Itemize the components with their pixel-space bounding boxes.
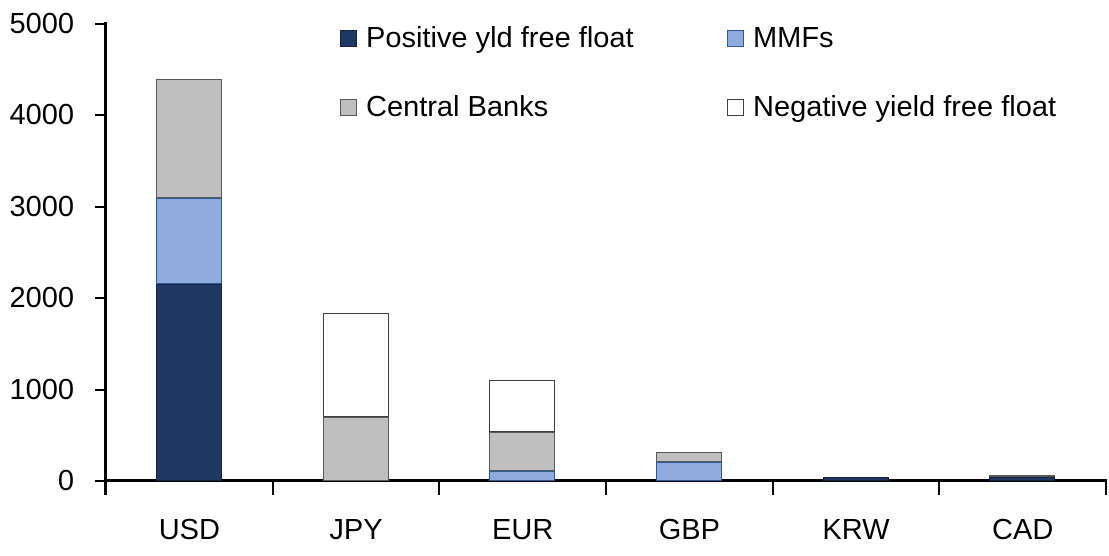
bar-segment-mmfs-eur <box>489 470 556 481</box>
legend-swatch-negative-yield-free-float <box>727 98 744 116</box>
bar-segment-central-banks-usd <box>156 78 222 198</box>
x-axis-tick <box>1105 479 1107 495</box>
bar-segment-mmfs-gbp <box>656 461 722 481</box>
bar-segment-negative-yield-free-float-jpy <box>322 312 389 417</box>
legend-swatch-mmfs <box>727 29 744 47</box>
legend-label: Negative yield free float <box>753 91 1057 123</box>
legend-label: MMFs <box>753 22 834 54</box>
bar-segment-mmfs-usd <box>156 197 222 285</box>
legend-item-mmfs: MMFs <box>727 21 834 55</box>
legend-label: Positive yld free float <box>366 22 634 54</box>
y-axis-tick <box>95 114 106 117</box>
y-axis-line <box>104 22 107 495</box>
legend-item-positive-yld-free-float: Positive yld free float <box>340 21 634 55</box>
x-axis-category-label: USD <box>158 514 220 546</box>
y-axis-tick <box>95 480 106 482</box>
legend-label: Central Banks <box>366 91 549 123</box>
bar-segment-central-banks-gbp <box>656 451 722 462</box>
y-axis-tick <box>95 23 106 25</box>
legend-swatch-central-banks <box>340 98 357 116</box>
x-axis-category-label: JPY <box>329 514 383 546</box>
x-axis-category-label: GBP <box>658 514 720 546</box>
bar-segment-positive-yld-free-float-krw <box>822 476 889 481</box>
y-axis-tick <box>95 205 106 208</box>
x-axis-category-label: EUR <box>492 514 554 546</box>
y-axis-tick-label: 5000 <box>9 8 74 40</box>
bar-segment-positive-yld-free-float-usd <box>156 284 222 481</box>
y-axis-tick-label: 1000 <box>9 373 74 406</box>
y-axis-tick-label: 4000 <box>9 99 74 132</box>
legend-item-central-banks: Central Banks <box>340 90 548 124</box>
bar-segment-positive-yld-free-float-cad <box>989 477 1056 481</box>
bar-segment-central-banks-cad <box>989 475 1056 478</box>
x-axis-tick <box>938 479 941 495</box>
legend-item-negative-yield-free-float: Negative yield free float <box>727 90 1056 124</box>
x-axis-tick <box>271 479 274 495</box>
x-axis-tick <box>105 479 107 495</box>
x-axis-category-label: CAD <box>992 514 1054 546</box>
x-axis-tick <box>605 479 607 495</box>
x-axis-tick <box>771 479 774 495</box>
legend-swatch-positive-yld-free-float <box>340 29 357 47</box>
y-axis-tick-label: 2000 <box>9 282 74 315</box>
bar-segment-central-banks-eur <box>489 431 556 471</box>
y-axis-tick <box>95 297 106 300</box>
x-axis-category-label: KRW <box>822 514 890 546</box>
y-axis-tick <box>95 388 106 391</box>
y-axis-tick-label: 0 <box>57 465 74 497</box>
y-axis-tick-label: 3000 <box>9 190 74 223</box>
x-axis-tick <box>438 479 441 495</box>
bar-segment-negative-yield-free-float-eur <box>489 379 556 432</box>
bar-segment-central-banks-jpy <box>322 417 389 481</box>
